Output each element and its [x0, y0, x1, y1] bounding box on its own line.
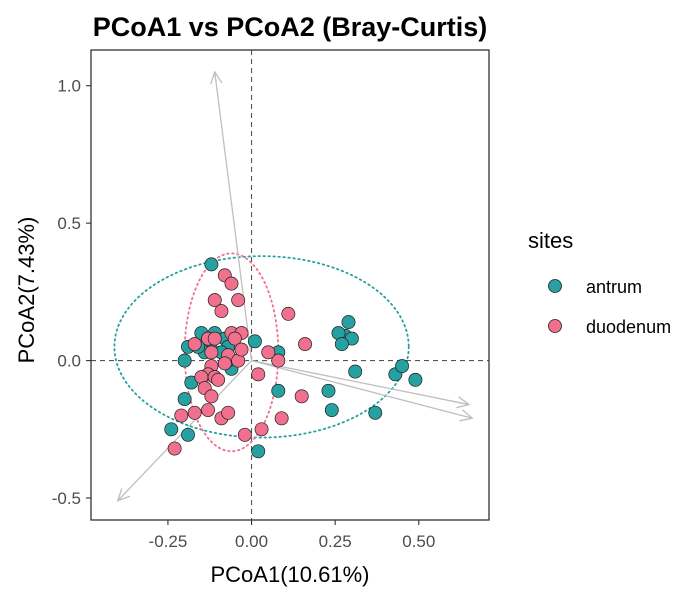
point-duodenum — [227, 331, 242, 346]
y-tick-label: 0.5 — [57, 214, 81, 233]
point-duodenum — [224, 276, 239, 291]
point-antrum — [341, 315, 356, 330]
point-antrum — [348, 364, 363, 379]
legend-label-duodenum: duodenum — [586, 317, 671, 337]
loading-arrow-head — [456, 396, 471, 409]
point-duodenum — [207, 293, 222, 308]
legend: sites antrum duodenum — [528, 228, 671, 337]
point-antrum — [164, 422, 179, 437]
point-antrum — [408, 372, 423, 387]
point-duodenum — [234, 342, 249, 357]
ellipse-antrum — [113, 255, 410, 439]
point-duodenum — [167, 441, 182, 456]
point-antrum — [271, 383, 286, 398]
point-duodenum — [251, 367, 266, 382]
point-duodenum — [204, 345, 219, 360]
loading-arrow — [251, 359, 473, 419]
x-axis-title: PCoA1(10.61%) — [211, 562, 370, 587]
loading-arrow-head — [116, 488, 131, 502]
point-duodenum — [211, 372, 226, 387]
point-duodenum — [254, 422, 269, 437]
point-duodenum — [204, 389, 219, 404]
legend-key-antrum — [548, 279, 562, 293]
point-duodenum — [201, 403, 216, 418]
point-duodenum — [237, 427, 252, 442]
point-antrum — [177, 353, 192, 368]
x-tick-label: 0.25 — [319, 532, 352, 551]
point-duodenum — [261, 345, 276, 360]
loading-arrow-head — [459, 409, 474, 422]
x-tick-label: 0.00 — [235, 532, 268, 551]
point-antrum — [368, 405, 383, 420]
loading-arrow — [251, 359, 470, 406]
legend-title: sites — [528, 228, 573, 253]
point-antrum — [204, 257, 219, 272]
point-duodenum — [187, 405, 202, 420]
x-tick-label: -0.25 — [149, 532, 188, 551]
point-antrum — [324, 403, 339, 418]
point-duodenum — [214, 304, 229, 319]
y-tick-label: 0.0 — [57, 352, 81, 371]
y-tick-label: 1.0 — [57, 77, 81, 96]
loading-arrow-head — [210, 70, 223, 85]
point-duodenum — [174, 408, 189, 423]
point-duodenum — [187, 337, 202, 352]
y-tick-label: -0.5 — [52, 489, 81, 508]
plot-panel: -0.25 0.00 0.25 0.50 -0.5 0.0 0.5 1.0 — [52, 49, 490, 551]
legend-label-antrum: antrum — [586, 277, 642, 297]
point-duodenum — [274, 411, 289, 426]
point-antrum — [395, 359, 409, 374]
y-axis-title: PCoA2(7.43%) — [14, 217, 39, 364]
point-duodenum — [231, 293, 246, 308]
point-duodenum — [271, 353, 286, 368]
panel-border — [90, 49, 490, 521]
point-duodenum — [221, 405, 236, 420]
point-duodenum — [281, 306, 296, 321]
point-antrum — [321, 383, 336, 398]
point-duodenum — [294, 389, 309, 404]
x-tick-label: 0.50 — [402, 532, 435, 551]
point-antrum — [181, 427, 195, 442]
point-duodenum — [298, 337, 313, 352]
point-antrum — [251, 444, 266, 459]
point-antrum — [334, 337, 349, 352]
loading-arrow — [214, 71, 253, 361]
chart-title: PCoA1 vs PCoA2 (Bray-Curtis) — [93, 12, 488, 42]
legend-key-duodenum — [548, 319, 562, 333]
point-antrum — [247, 334, 262, 349]
point-duodenum — [207, 331, 222, 346]
point-antrum — [177, 392, 192, 407]
point-duodenum — [217, 356, 232, 371]
